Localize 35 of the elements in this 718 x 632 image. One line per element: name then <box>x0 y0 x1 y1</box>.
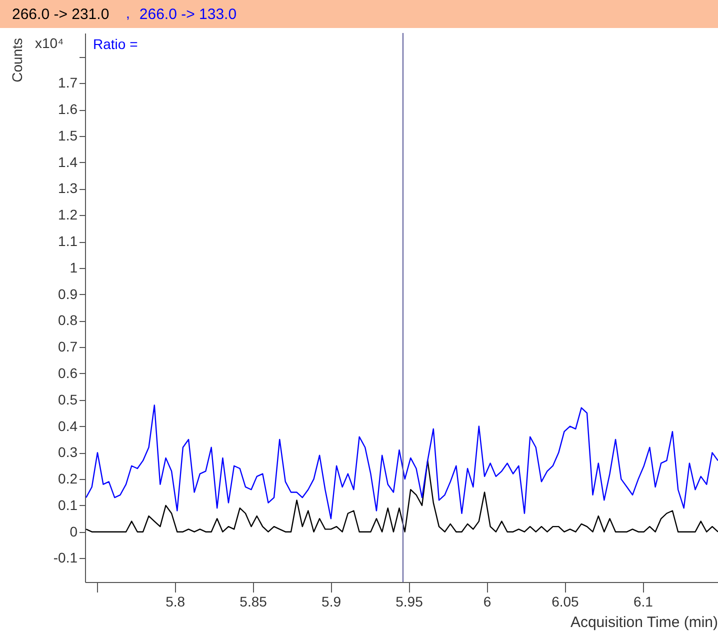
y-tick-label: 1.2 <box>58 206 78 223</box>
x-tick-label: 5.95 <box>396 594 424 610</box>
y-tick-label: 1.7 <box>58 74 78 91</box>
y-axis-title: Counts <box>9 38 25 82</box>
y-tick-label: 1.1 <box>58 233 78 250</box>
x-tick-label: 6.1 <box>633 594 654 610</box>
y-tick-label: 0.9 <box>58 286 78 302</box>
y-tick-label: 0.2 <box>58 470 78 487</box>
x-tick-label: 6 <box>483 594 492 610</box>
x-axis-title: Acquisition Time (min) <box>570 614 718 631</box>
y-tick-label: 0 <box>70 523 78 540</box>
line-series <box>85 404 718 520</box>
text: 266.0 -> 231.0 <box>12 6 110 23</box>
y-tick-label: 1.5 <box>58 127 78 144</box>
x-tick-label: 5.8 <box>166 594 186 610</box>
line-series <box>85 460 718 532</box>
x-tick-label: 5.9 <box>322 594 342 610</box>
text: 266.0 -> 133.0 <box>139 6 237 23</box>
y-tick-label: 0.3 <box>58 444 78 460</box>
text: x10⁴ <box>35 35 64 51</box>
y-tick-label: 0.6 <box>58 364 78 381</box>
y-tick-label: 0.4 <box>58 418 78 434</box>
y-tick-label: 1.3 <box>58 180 78 196</box>
text: , <box>126 5 130 21</box>
x-tick-label: 5.85 <box>240 594 268 610</box>
y-tick-label: 1.6 <box>58 101 78 118</box>
y-tick-label: -0.1 <box>53 550 78 566</box>
y-tick-label: 0.1 <box>58 496 78 513</box>
x-tick-label: 6.05 <box>552 594 580 610</box>
y-tick-label: 1.4 <box>58 154 78 170</box>
y-tick-label: 1 <box>70 259 78 276</box>
y-tick-label: 0.5 <box>58 391 78 408</box>
y-tick-label: 0.7 <box>58 338 78 355</box>
annotation: Ratio = <box>93 36 138 52</box>
y-tick-label: 0.8 <box>58 312 78 328</box>
